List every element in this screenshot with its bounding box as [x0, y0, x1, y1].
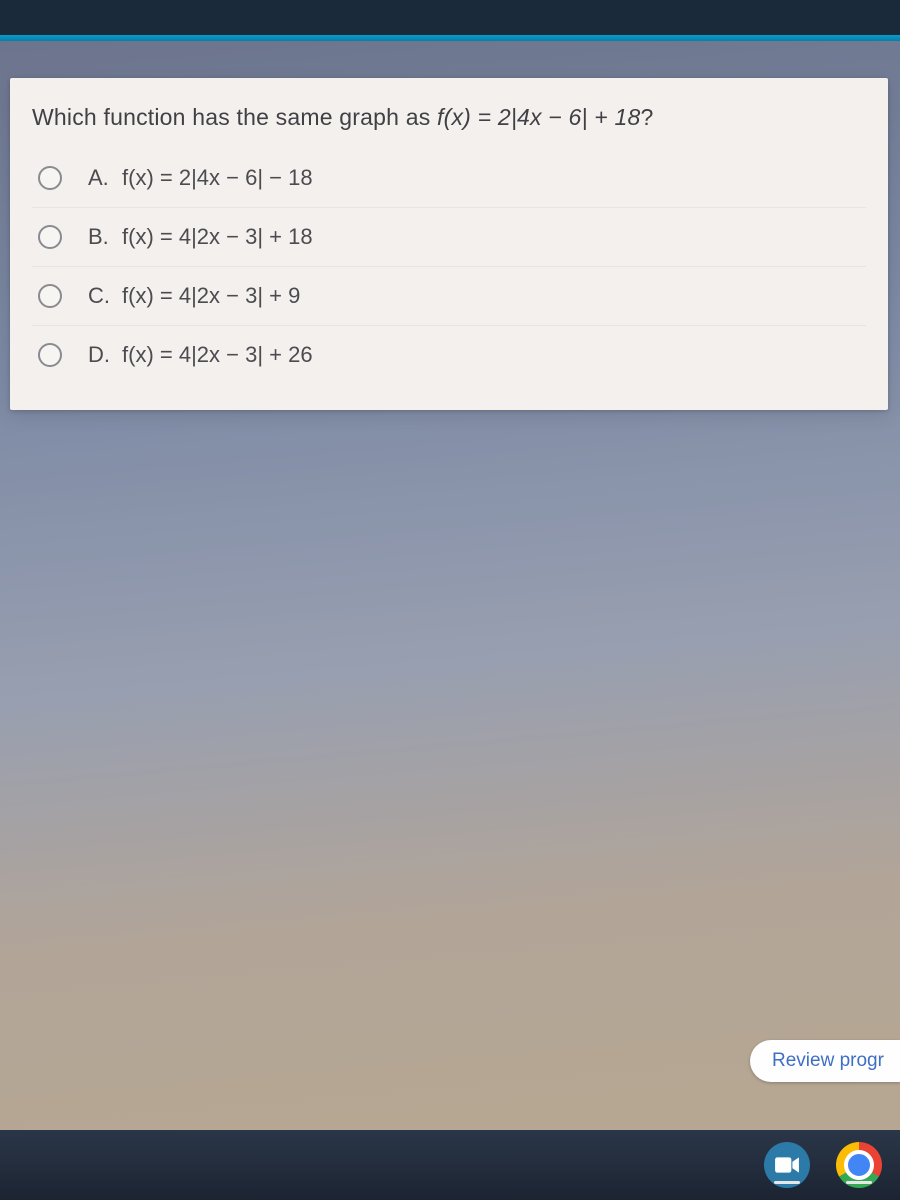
choice-letter: A. — [88, 165, 122, 191]
choice-a[interactable]: A. f(x) = 2|4x − 6| − 18 — [32, 149, 866, 207]
choices-list: A. f(x) = 2|4x − 6| − 18 B. f(x) = 4|2x … — [32, 149, 866, 384]
radio-button[interactable] — [38, 284, 62, 308]
review-progress-label: Review progr — [772, 1050, 884, 1072]
taskbar-chrome-app[interactable] — [836, 1142, 882, 1188]
choice-letter: B. — [88, 224, 122, 250]
taskbar-camera-app[interactable] — [764, 1142, 810, 1188]
choice-c[interactable]: C. f(x) = 4|2x − 3| + 9 — [32, 266, 866, 325]
video-camera-glyph — [774, 1155, 800, 1175]
choice-b[interactable]: B. f(x) = 4|2x − 3| + 18 — [32, 207, 866, 266]
question-text: Which function has the same graph as f(x… — [32, 104, 866, 131]
quiz-card: Which function has the same graph as f(x… — [10, 78, 888, 410]
choice-expression: f(x) = 4|2x − 3| + 26 — [122, 342, 313, 368]
question-prefix: Which function has the same graph as — [32, 104, 437, 130]
question-expression: f(x) = 2|4x − 6| + 18 — [437, 104, 640, 130]
choice-expression: f(x) = 4|2x − 3| + 9 — [122, 283, 300, 309]
choice-letter: D. — [88, 342, 122, 368]
question-suffix: ? — [640, 104, 653, 130]
choice-expression: f(x) = 4|2x − 3| + 18 — [122, 224, 313, 250]
taskbar — [0, 1130, 900, 1200]
review-progress-button[interactable]: Review progr — [750, 1040, 900, 1082]
choice-d[interactable]: D. f(x) = 4|2x − 3| + 26 — [32, 325, 866, 384]
accent-bar — [0, 35, 900, 41]
top-frame — [0, 0, 900, 35]
radio-button[interactable] — [38, 343, 62, 367]
active-indicator — [774, 1181, 800, 1184]
choice-letter: C. — [88, 283, 122, 309]
active-indicator — [846, 1181, 872, 1184]
radio-button[interactable] — [38, 225, 62, 249]
radio-button[interactable] — [38, 166, 62, 190]
choice-expression: f(x) = 2|4x − 6| − 18 — [122, 165, 313, 191]
